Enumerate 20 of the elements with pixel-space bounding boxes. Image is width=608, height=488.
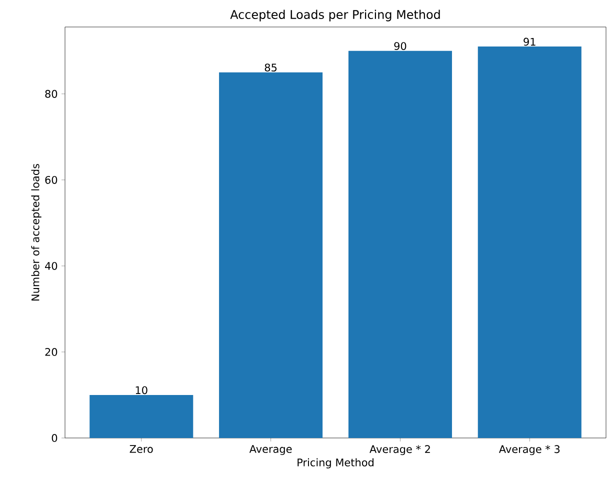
y-tick-label: 40 <box>45 262 58 270</box>
data-label: 91 <box>524 38 536 46</box>
bar <box>219 72 323 438</box>
x-tick-label: Average * 3 <box>498 445 560 456</box>
chart-title: Accepted Loads per Pricing Method <box>230 10 440 22</box>
y-tick-label: 60 <box>45 176 58 184</box>
bar <box>478 46 582 438</box>
bar <box>348 50 452 438</box>
bar <box>90 394 194 438</box>
data-label: 90 <box>394 42 406 50</box>
x-tick-label: Zero <box>130 445 153 453</box>
x-axis-title: Pricing Method <box>298 458 374 468</box>
y-axis-title: Number of accepted loads <box>31 164 42 300</box>
y-tick-label: 80 <box>45 90 58 98</box>
data-label: 85 <box>264 64 277 72</box>
x-tick-label: Average * 2 <box>370 445 430 456</box>
data-label: 10 <box>136 386 148 394</box>
x-tick-label: Average <box>249 445 292 455</box>
y-tick-label: 0 <box>52 434 58 442</box>
y-tick-label: 20 <box>45 348 58 356</box>
